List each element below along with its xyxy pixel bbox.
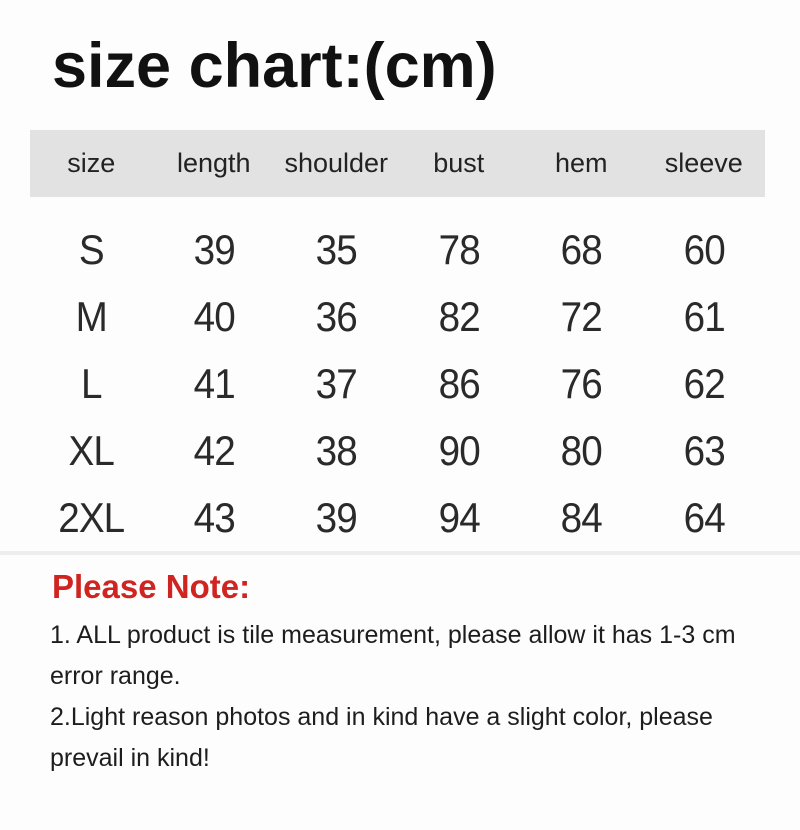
cell-hem: 80 xyxy=(560,426,603,474)
cell-sleeve: 62 xyxy=(683,359,725,407)
header-cell-shoulder: shoulder xyxy=(284,148,389,178)
cell-length: 41 xyxy=(193,359,235,407)
cell-bust: 78 xyxy=(438,225,480,273)
cell-size: 2XL xyxy=(58,493,125,541)
notes-section: Please Note: 1. ALL product is tile meas… xyxy=(50,567,762,779)
cell-size: L xyxy=(80,359,102,407)
cell-sleeve: 60 xyxy=(683,225,725,273)
table-row: S 39 35 78 68 60 xyxy=(30,216,765,283)
table-row: XL 42 38 90 80 63 xyxy=(30,417,765,484)
cell-bust: 82 xyxy=(438,292,480,340)
cell-length: 43 xyxy=(193,493,235,541)
header-cell-size: size xyxy=(67,148,116,178)
cell-hem: 84 xyxy=(560,493,603,541)
header-cell-sleeve: sleeve xyxy=(664,148,743,178)
header-cell-length: length xyxy=(176,148,251,178)
cell-shoulder: 38 xyxy=(315,426,358,474)
cell-sleeve: 63 xyxy=(683,426,725,474)
cell-size: S xyxy=(78,225,105,273)
table-row: L 41 37 86 76 62 xyxy=(30,350,765,417)
cell-shoulder: 39 xyxy=(315,493,358,541)
cell-sleeve: 61 xyxy=(683,292,725,340)
cell-length: 40 xyxy=(193,292,235,340)
header-cell-hem: hem xyxy=(554,148,608,178)
cell-length: 39 xyxy=(193,225,235,273)
header-cell-bust: bust xyxy=(433,148,485,178)
cell-hem: 68 xyxy=(560,225,603,273)
cell-sleeve: 64 xyxy=(683,493,725,541)
table-header-row: size length shoulder bust hem sleeve xyxy=(30,130,765,197)
cell-length: 42 xyxy=(193,426,235,474)
cell-size: M xyxy=(75,292,108,340)
cell-size: XL xyxy=(68,426,115,474)
cell-bust: 94 xyxy=(438,493,480,541)
cell-shoulder: 36 xyxy=(315,292,358,340)
size-chart-table: size length shoulder bust hem sleeve S 3… xyxy=(30,130,765,551)
cell-shoulder: 35 xyxy=(315,225,358,273)
table-body: S 39 35 78 68 60 M 40 36 82 72 61 L 41 3… xyxy=(30,216,765,551)
page-title: size chart:(cm) xyxy=(52,31,497,101)
table-row: 2XL 43 39 94 84 64 xyxy=(30,484,765,551)
cell-bust: 86 xyxy=(438,359,480,407)
table-row: M 40 36 82 72 61 xyxy=(30,283,765,350)
cell-shoulder: 37 xyxy=(315,359,358,407)
cell-hem: 72 xyxy=(560,292,603,340)
note-item: 1. ALL product is tile measurement, plea… xyxy=(50,621,736,690)
notes-heading: Please Note: xyxy=(52,568,251,605)
section-divider xyxy=(0,551,800,555)
note-item: 2.Light reason photos and in kind have a… xyxy=(50,703,713,772)
cell-bust: 90 xyxy=(438,426,480,474)
cell-hem: 76 xyxy=(560,359,603,407)
